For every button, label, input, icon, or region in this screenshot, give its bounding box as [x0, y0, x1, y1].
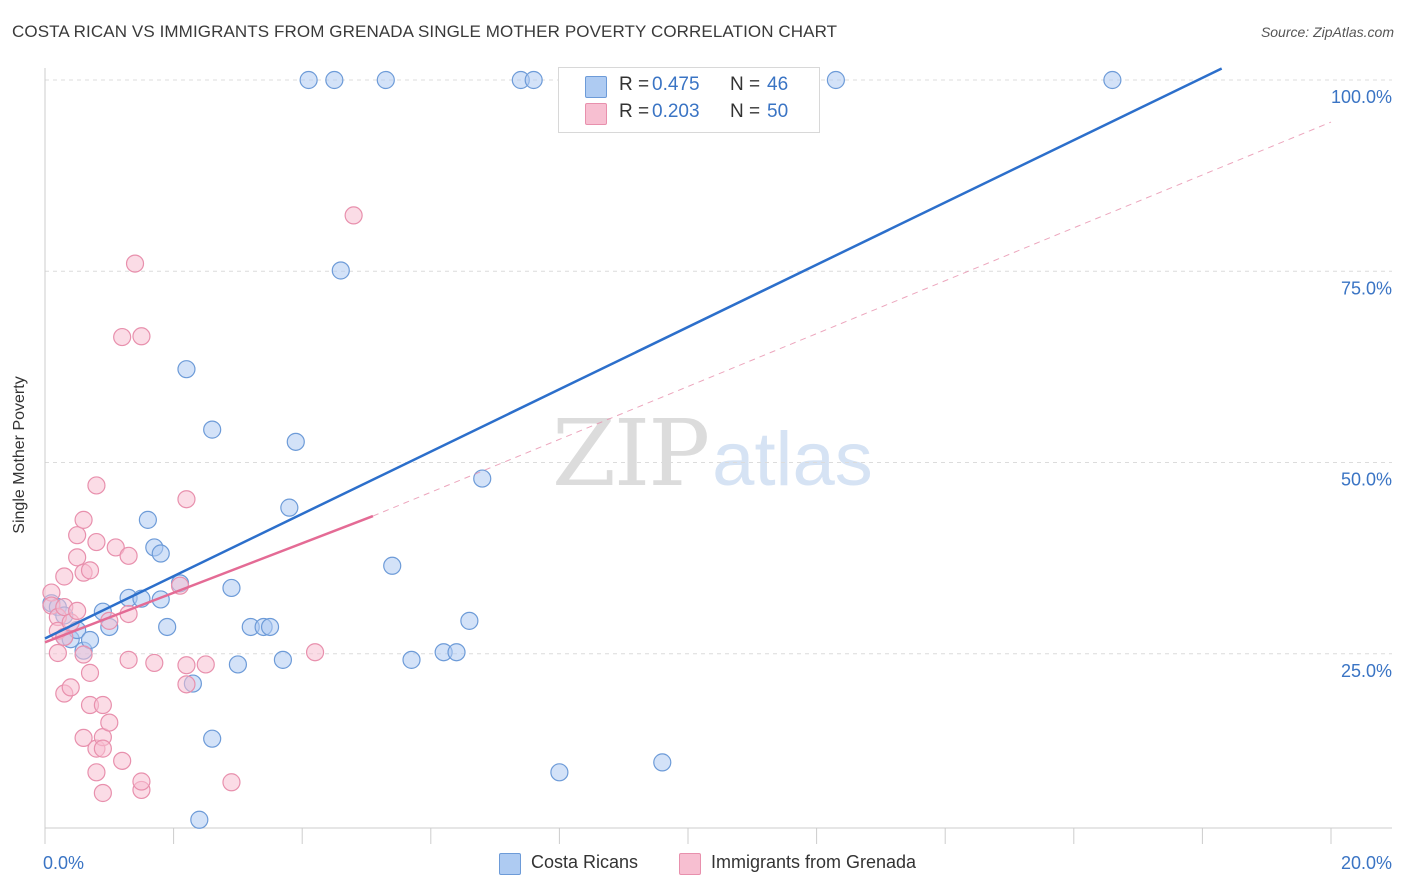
- axes: [44, 68, 1392, 844]
- trend-line-grenada-extended: [372, 121, 1332, 517]
- series-immigrants-from-grenada: [42, 206, 363, 803]
- point-grenada: [87, 532, 106, 552]
- point-grenada: [177, 656, 196, 675]
- point-costa-ricans: [325, 70, 344, 90]
- bottom-legend-swatch-blue: [499, 853, 521, 875]
- point-grenada: [113, 751, 132, 770]
- point-costa-ricans: [447, 643, 466, 662]
- point-grenada: [132, 327, 151, 346]
- bottom-legend-label: Costa Ricans: [531, 852, 639, 872]
- point-costa-ricans: [158, 617, 177, 637]
- point-costa-ricans: [473, 469, 492, 488]
- point-grenada: [119, 546, 138, 565]
- legend-n-label: N =: [730, 74, 761, 95]
- point-grenada: [68, 601, 87, 621]
- point-grenada: [68, 526, 87, 545]
- y-tick-label: 25.0%: [1341, 661, 1392, 681]
- point-grenada: [344, 206, 363, 225]
- point-costa-ricans: [222, 578, 241, 598]
- point-costa-ricans: [203, 729, 222, 748]
- point-grenada: [145, 653, 164, 673]
- watermark: ZIPatlas: [552, 400, 873, 507]
- point-costa-ricans: [402, 650, 421, 669]
- x-tick-label: 20.0%: [1341, 853, 1392, 873]
- point-costa-ricans: [331, 261, 350, 280]
- point-grenada: [222, 773, 241, 792]
- trend-line-costa-ricans: [44, 67, 1223, 640]
- point-costa-ricans: [151, 544, 170, 563]
- point-grenada: [93, 739, 112, 758]
- source-label: Source: ZipAtlas.com: [1260, 24, 1394, 40]
- grid-lines: [45, 79, 1392, 655]
- point-costa-ricans: [138, 510, 157, 529]
- point-costa-ricans: [280, 498, 299, 517]
- point-grenada: [61, 678, 80, 697]
- point-costa-ricans: [826, 70, 845, 90]
- point-costa-ricans: [653, 753, 672, 772]
- point-costa-ricans: [550, 763, 569, 782]
- point-costa-ricans: [299, 70, 318, 90]
- point-costa-ricans: [273, 650, 293, 669]
- point-grenada: [74, 645, 93, 664]
- trend-lines: [44, 67, 1332, 644]
- y-tick-label: 50.0%: [1341, 470, 1392, 490]
- tick-labels: 100.0% 75.0% 50.0% 25.0% 0.0% 20.0%: [43, 87, 1392, 873]
- point-grenada: [74, 728, 93, 748]
- point-grenada: [87, 763, 106, 782]
- y-axis-label: Single Mother Poverty: [11, 376, 28, 534]
- point-costa-ricans: [203, 420, 222, 439]
- point-grenada: [177, 490, 196, 509]
- point-costa-ricans: [190, 810, 209, 829]
- point-costa-ricans: [460, 611, 479, 630]
- series-costa-ricans: [42, 70, 1122, 829]
- legend-r-value: 0.475: [652, 74, 700, 95]
- x-tick-label: 0.0%: [43, 853, 84, 873]
- point-costa-ricans: [1103, 70, 1122, 90]
- legend-swatch-blue: [585, 76, 607, 98]
- point-grenada: [80, 561, 100, 580]
- legend-r-value: 0.203: [652, 101, 700, 122]
- watermark-zip: ZIP: [552, 400, 710, 507]
- legend-r-label: R =: [619, 101, 650, 122]
- point-grenada: [132, 772, 151, 791]
- point-costa-ricans: [177, 360, 196, 379]
- point-grenada: [80, 663, 100, 682]
- point-grenada: [100, 713, 119, 732]
- point-grenada: [74, 510, 93, 529]
- point-grenada: [113, 327, 132, 347]
- y-tick-label: 100.0%: [1331, 87, 1392, 107]
- bottom-legend-swatch-pink: [679, 853, 701, 875]
- point-grenada: [55, 567, 74, 586]
- y-tick-label: 75.0%: [1341, 278, 1392, 298]
- legend-n-value: 50: [767, 101, 789, 122]
- point-grenada: [68, 548, 87, 567]
- legend-r-label: R =: [619, 74, 650, 95]
- point-grenada: [119, 650, 138, 669]
- point-costa-ricans: [376, 70, 395, 90]
- point-costa-ricans: [524, 70, 543, 90]
- legend-swatch-pink: [585, 103, 607, 125]
- point-grenada: [87, 476, 106, 495]
- point-costa-ricans: [286, 432, 305, 451]
- watermark-atlas: atlas: [712, 417, 873, 502]
- point-costa-ricans: [260, 617, 280, 637]
- point-grenada: [196, 655, 215, 674]
- point-grenada: [93, 695, 112, 715]
- point-grenada: [93, 783, 112, 803]
- point-costa-ricans: [228, 655, 247, 674]
- point-grenada: [305, 643, 325, 662]
- legend-n-label: N =: [730, 101, 761, 122]
- correlation-legend: R = 0.475 N = 46 R = 0.203 N = 50: [558, 67, 820, 133]
- point-grenada: [106, 538, 125, 557]
- bottom-legend-label: Immigrants from Grenada: [711, 852, 917, 872]
- trend-line-grenada: [44, 514, 374, 644]
- point-grenada: [125, 254, 145, 273]
- point-grenada: [48, 643, 67, 663]
- point-costa-ricans: [383, 556, 402, 575]
- point-grenada: [177, 675, 196, 694]
- legend-n-value: 46: [767, 74, 789, 95]
- chart-title: COSTA RICAN VS IMMIGRANTS FROM GRENADA S…: [12, 22, 838, 41]
